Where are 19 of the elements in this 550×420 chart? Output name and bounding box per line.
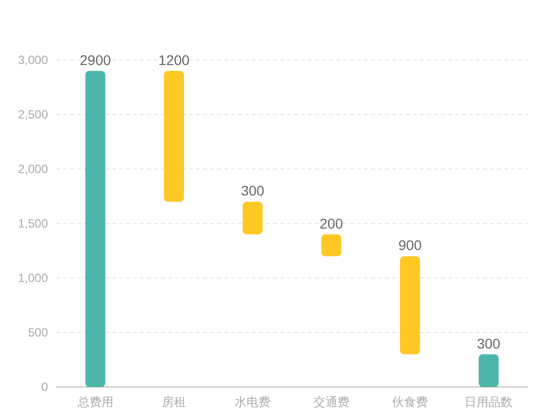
data-label: 1200: [158, 52, 190, 68]
y-tick-label: 500: [28, 326, 48, 340]
y-tick-label: 1,000: [18, 271, 48, 285]
x-tick-label: 伙食费: [392, 395, 428, 409]
data-label: 200: [320, 215, 344, 232]
y-tick-label: 3,000: [18, 53, 48, 67]
data-label: 300: [240, 182, 264, 199]
y-tick-label: 2,500: [18, 108, 48, 122]
x-tick-label: 交通费: [313, 395, 350, 409]
x-tick-label: 总费用: [77, 395, 114, 409]
x-tick-label: 水电费: [234, 395, 271, 409]
y-tick-label: 1,500: [18, 216, 48, 230]
y-tick-label: 0: [41, 380, 48, 394]
x-tick-label: 房租: [162, 395, 186, 409]
data-label: 2900: [80, 52, 111, 68]
data-label: 900: [398, 237, 422, 254]
x-tick-label: 日用品数: [464, 395, 513, 409]
y-tick-label: 2,000: [18, 162, 48, 176]
data-label: 300: [476, 335, 500, 352]
